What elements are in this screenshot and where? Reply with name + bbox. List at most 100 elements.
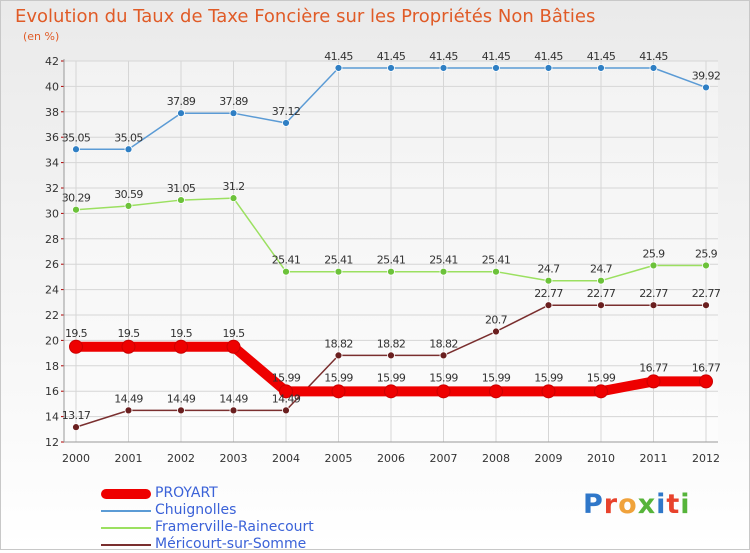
data-point: [121, 339, 136, 354]
x-tick-label: 2000: [62, 452, 90, 465]
data-label: 15.99: [482, 371, 511, 384]
data-point: [279, 384, 293, 399]
data-point: [229, 406, 238, 415]
y-tick-label: 18: [45, 360, 59, 373]
data-point: [489, 384, 503, 399]
data-label: 41.45: [324, 50, 353, 63]
x-tick-label: 2012: [692, 452, 720, 465]
data-label: 39.92: [692, 69, 721, 82]
data-point: [174, 339, 188, 354]
data-label: 15.99: [324, 371, 353, 384]
data-label: 22.77: [639, 287, 668, 300]
logo-letter: r: [603, 489, 619, 520]
legend-swatch: [101, 489, 151, 499]
data-labels: 35.05 35.05 37.89 37.89 37.12 41.45 41.45 41.45…: [62, 50, 722, 422]
data-point: [387, 267, 395, 276]
data-label: 25.41: [482, 254, 511, 267]
data-point: [702, 83, 710, 92]
data-point: [439, 351, 448, 360]
data-label: 35.05: [62, 131, 91, 144]
data-point: [649, 261, 658, 270]
data-point: [702, 261, 710, 270]
x-tick-label: 2004: [272, 452, 300, 465]
data-label: 25.9: [642, 247, 665, 260]
data-label: 31.2: [222, 180, 244, 193]
logo-letter: x: [637, 489, 657, 520]
data-label: 25.41: [324, 254, 353, 267]
data-label: 14.49: [219, 392, 248, 405]
data-label: 25.41: [272, 254, 301, 267]
data-point: [387, 64, 395, 72]
data-point: [334, 64, 343, 72]
y-tick-label: 40: [45, 80, 59, 93]
data-point: [597, 301, 605, 310]
chart-title: Evolution du Taux de Taxe Foncière sur l…: [15, 6, 596, 27]
data-point: [229, 194, 238, 203]
data-point: [282, 119, 290, 127]
data-label: 25.41: [429, 254, 458, 267]
data-point: [649, 64, 658, 72]
y-tick-label: 22: [45, 309, 59, 322]
data-label: 16.77: [639, 361, 668, 374]
data-point: [492, 267, 500, 276]
logo-letter: i: [656, 489, 667, 520]
data-point: [72, 423, 80, 432]
data-point: [594, 384, 608, 399]
data-label: 37.89: [167, 95, 196, 108]
data-label: 24.7: [590, 263, 613, 276]
data-point: [124, 202, 133, 210]
data-point: [226, 339, 241, 354]
data-label: 18.82: [324, 337, 353, 350]
data-point: [646, 374, 661, 389]
data-point: [492, 64, 500, 72]
logo-letter: t: [666, 489, 681, 520]
data-point: [597, 64, 605, 72]
y-tick-label: 20: [45, 334, 59, 347]
x-tick-label: 2001: [115, 452, 143, 465]
data-label: 25.9: [695, 247, 718, 260]
data-label: 41.45: [587, 50, 616, 63]
data-point: [702, 301, 710, 310]
data-label: 31.05: [167, 182, 196, 195]
data-label: 41.45: [534, 50, 563, 63]
y-tick-label: 12: [45, 436, 59, 449]
data-label: 20.7: [485, 314, 508, 327]
data-label: 14.49: [167, 392, 196, 405]
data-label: 30.29: [62, 192, 91, 205]
data-label: 24.7: [537, 263, 560, 276]
logo-letter: i: [680, 489, 691, 520]
series-framerville-rainecourt: [72, 194, 710, 285]
data-point: [72, 205, 80, 214]
data-label: 19.5: [170, 327, 193, 340]
y-tick-label: 16: [45, 385, 59, 398]
legend-swatch: [101, 527, 151, 529]
data-point: [439, 267, 448, 276]
data-point: [541, 384, 556, 399]
data-label: 35.05: [114, 131, 143, 144]
data-label: 15.99: [587, 371, 616, 384]
data-label: 18.82: [429, 337, 458, 350]
data-point: [334, 267, 343, 276]
logo-letter: o: [618, 489, 638, 520]
data-point: [439, 64, 448, 72]
data-label: 25.41: [377, 254, 406, 267]
y-tick-label: 26: [45, 258, 59, 271]
data-label: 19.5: [117, 327, 140, 340]
legend-swatch: [101, 544, 151, 546]
x-tick-label: 2009: [535, 452, 563, 465]
legend-label: Framerville-Rainecourt: [155, 519, 314, 535]
data-label: 30.59: [114, 188, 143, 201]
legend-swatch: [101, 510, 151, 512]
y-tick-label: 24: [45, 284, 59, 297]
logo-letter: P: [583, 489, 604, 520]
data-point: [282, 406, 290, 415]
unit-label: (en %): [23, 30, 60, 43]
data-point: [384, 384, 398, 399]
data-label: 41.45: [429, 50, 458, 63]
data-point: [69, 339, 83, 354]
data-label: 19.5: [222, 327, 245, 340]
data-point: [334, 351, 343, 360]
x-tick-label: 2007: [430, 452, 458, 465]
